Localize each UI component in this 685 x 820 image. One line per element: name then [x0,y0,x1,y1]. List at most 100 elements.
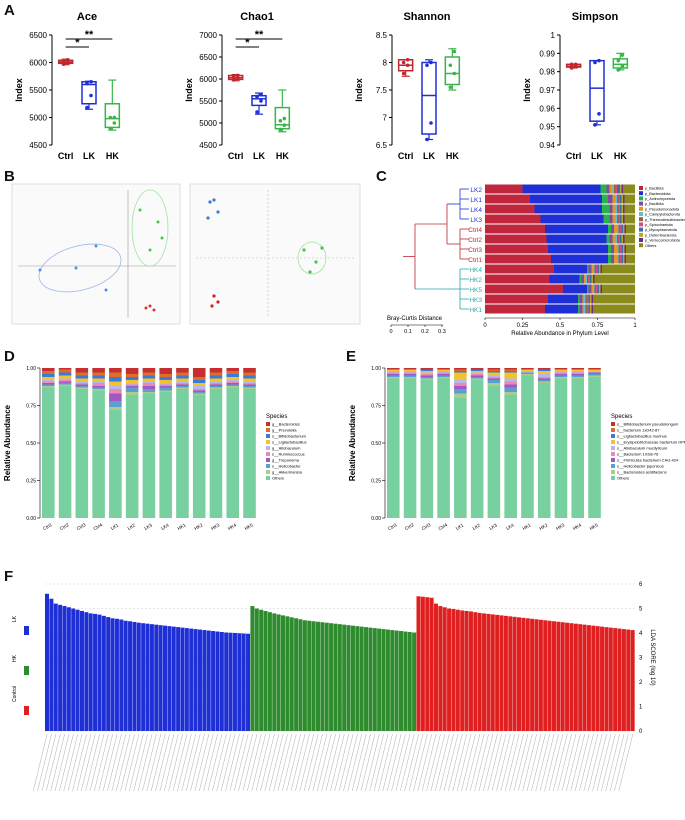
box-point [235,73,240,78]
boxplot-title: Simpson [572,11,619,23]
lda-taxon-label [212,733,227,792]
lda-taxon-label [557,733,572,792]
phylum-bar-segment [618,244,620,254]
boxplot-ytick-label: 0.99 [539,49,555,58]
lda-taxon-label [251,733,266,792]
box-point [278,127,283,132]
species-bar-segment [192,390,206,392]
species-xtick-label: HK3 [210,522,221,531]
lda-bar [613,628,618,731]
lda-taxon-label [234,733,249,792]
species-bar-segment [226,381,240,383]
species-bar-segment [125,392,139,395]
phylum-legend-swatch [639,227,643,232]
species-bar-segment [588,374,601,376]
species-xtick-label: Ctrl4 [437,522,448,531]
phylum-legend-label: p_Bacteroidota [645,192,671,196]
species-ylabel: Relative Abundance [348,404,357,481]
phylum-legend-label: p_Campylobacterota [645,213,681,217]
lda-taxon-label [544,733,559,792]
species-ytick-label: 0.75 [371,404,381,410]
phylum-bar-segment [617,184,620,194]
phylum-bar-segment [587,274,589,284]
species-xtick-label: HK4 [227,522,238,531]
phylum-bar-segment [602,284,635,294]
species-bar-segment [142,375,156,379]
phylum-bar-segment [588,274,590,284]
panel-e-species-bars: Relative Abundance 0.00 0.25 0.50 0.75 1.00 Ct… [348,366,685,531]
lda-taxon-label [63,733,78,792]
species-bar-segment [554,371,568,373]
lda-bar [560,622,565,731]
lda-taxon-label [343,733,358,792]
phylum-legend-swatch [639,191,643,196]
species-xtick-label: LK2 [127,522,137,531]
species-bar-segment [487,378,501,380]
species-bar-segment [470,369,484,371]
phylum-bar-segment [600,184,607,194]
species-legend-label: g__Treponema [272,458,300,463]
species-bar-segment [125,395,139,518]
phylum-bar-segment [579,274,581,284]
boxplot-ylabel: Index [184,78,194,102]
boxplot-group-label: LK [83,151,95,161]
lda-taxon-label [588,733,603,792]
species-bar-segment [142,392,156,394]
lda-bar [342,624,347,731]
species-bar-segment [176,384,189,386]
phylum-bar-segment [614,244,617,254]
species-legend-label: s__Allobaculum mucilyticum [617,446,668,451]
dendro-sample-label: HK4 [469,267,482,274]
lda-bar [93,613,98,731]
species-legend-swatch [611,452,615,456]
panel-label-f: F [4,568,14,585]
dendro-scale-tick-label: 0.2 [421,329,429,335]
lda-bar [377,628,382,731]
lda-bar [556,621,561,731]
phylum-bar-segment [593,264,595,274]
species-bar-segment [176,383,189,385]
boxplot-group-label: Ctrl [228,151,244,161]
box-point [255,110,259,114]
box-point [231,75,236,79]
lda-bar [294,618,299,731]
dendro-sample-label: HK2 [469,277,482,284]
boxplot-title: Shannon [403,11,450,23]
boxplot-group-label: LK [423,151,435,161]
species-bar-segment [470,372,484,374]
lda-ytick-label: 2 [639,680,643,686]
phylum-bar-segment [588,304,590,314]
box-point [569,66,574,70]
lda-bar [595,626,600,731]
lda-taxon-label [614,733,629,792]
boxplot-group-label: Ctrl [398,151,414,161]
phylum-xtick-label: 0.5 [556,323,565,329]
lda-bar [412,632,417,731]
species-ytick-label: 0.25 [371,479,381,485]
species-bar-segment [159,383,172,385]
lda-ytick-label: 6 [639,582,643,588]
lda-taxon-label [566,733,581,792]
phylum-bar-segment [608,224,611,234]
phylum-bar-segment [620,254,622,264]
lda-legend-label: Control [12,686,18,702]
boxplot-ytick-label: 6000 [29,59,47,68]
box-point [259,92,263,97]
box-point [108,115,113,120]
species-bar-segment [192,386,206,389]
phylum-bar-segment [485,274,550,284]
lda-bar [149,624,154,731]
species-bar-segment [403,368,417,370]
species-bar-segment [537,368,551,370]
phylum-bar-segment [609,204,613,214]
boxplot-group-label: LK [253,151,265,161]
lda-taxon-label [181,733,196,792]
phylum-bar-segment [615,214,617,224]
phylum-bar-segment [584,274,586,284]
species-bar-segment [537,378,551,380]
species-bar-segment [75,389,89,518]
species-bar-segment [159,374,172,377]
lda-bar [543,620,548,731]
boxplot-ytick-label: 4500 [199,141,217,150]
lda-legend-swatch [24,666,29,675]
